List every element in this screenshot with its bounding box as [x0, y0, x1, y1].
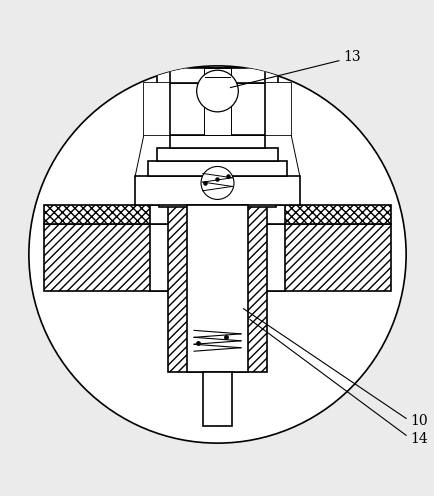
Bar: [144, 83, 290, 135]
Text: 10: 10: [410, 415, 427, 429]
Bar: [265, 83, 290, 135]
Text: 13: 13: [342, 50, 360, 64]
Bar: [203, 372, 231, 426]
Bar: [169, 68, 265, 83]
Bar: [150, 224, 284, 291]
Bar: [187, 205, 247, 372]
Circle shape: [29, 66, 405, 443]
Bar: [169, 135, 265, 148]
Circle shape: [201, 167, 233, 199]
Circle shape: [196, 70, 238, 112]
Bar: [204, 68, 230, 135]
Bar: [169, 83, 265, 135]
Bar: [148, 161, 286, 177]
Bar: [135, 177, 299, 205]
Bar: [156, 148, 278, 161]
Bar: [167, 205, 267, 372]
Bar: [158, 196, 276, 207]
Bar: [144, 83, 169, 135]
Bar: [44, 205, 390, 224]
Text: 14: 14: [410, 432, 427, 446]
Bar: [156, 68, 278, 83]
Bar: [150, 205, 284, 224]
Bar: [44, 224, 390, 291]
